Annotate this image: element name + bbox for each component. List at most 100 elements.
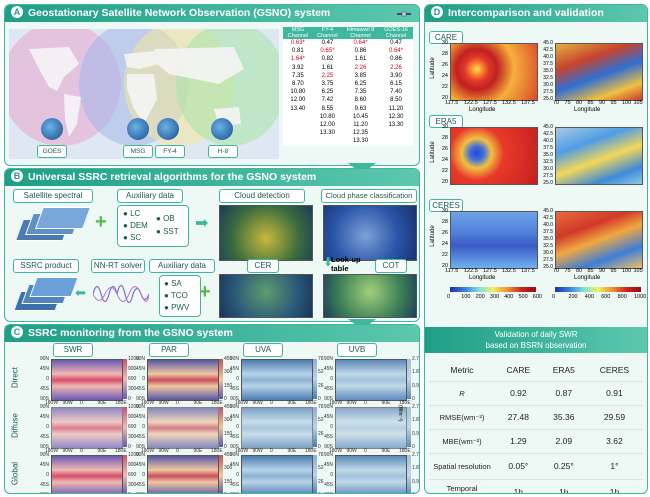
channel-cell: 0.65* — [320, 48, 335, 55]
colorbar-tick: 600 — [128, 472, 137, 478]
world-coverage-map — [9, 29, 279, 159]
label-msg: MSG — [123, 145, 153, 158]
left-y-tick: 26 — [441, 62, 448, 68]
channel-cell: 12.35 — [353, 130, 369, 137]
lat-tick: 90N — [229, 404, 239, 410]
colorbar-tick: 26 — [318, 382, 324, 389]
colorbar-tick: 1.8 — [412, 369, 419, 376]
lat-tick: 45S — [230, 482, 239, 488]
lon-tick: 90W — [62, 400, 73, 406]
lat-tick: 90N — [229, 452, 239, 458]
left-x-tick: 132.5 — [502, 100, 516, 106]
cbar-right-tick: 800 — [617, 294, 627, 300]
validation-cell: Temporal resolution — [446, 483, 479, 494]
colorbar-tick: 900 — [128, 462, 137, 468]
globe-goes — [41, 118, 63, 140]
cbar-left-tick: 400 — [504, 294, 514, 300]
colorbar-tick: 1200 — [128, 356, 140, 362]
cloud-phase-map — [323, 205, 417, 261]
cer-label: CER — [247, 259, 279, 273]
cbar-left-tick: 200 — [475, 294, 485, 300]
aux-sa: SA — [171, 279, 182, 288]
lon-tick: 180W — [45, 448, 59, 454]
aux-dem: DEM — [130, 221, 148, 230]
lat-tick: 90N — [323, 404, 333, 410]
cloud-detection-label: Cloud detection — [219, 189, 305, 203]
lon-tick: 0 — [80, 400, 83, 406]
lat-tick: 90N — [323, 452, 333, 458]
validation-cell: 29.59 — [603, 412, 626, 422]
lon-tick: 90E — [193, 448, 203, 454]
right-y-tick: 25.0 — [543, 180, 553, 186]
colorbar-tick: 0 — [224, 492, 227, 493]
lat-tick: 0 — [236, 472, 239, 478]
map-right-ceres — [555, 211, 643, 269]
lat-tick: 90S — [319, 492, 333, 493]
cot-label: COT — [375, 259, 407, 273]
lat-tick: 0 — [46, 376, 49, 382]
panel-b-title: Universal SSRC retrieval algorithms for … — [28, 171, 317, 183]
aux-pwv: PWV — [171, 303, 190, 312]
lat-tick: 90N — [39, 356, 49, 362]
right-y-tick: 40.0 — [543, 54, 553, 60]
lat-tick: 45S — [136, 482, 145, 488]
aux-box-2: ● SA ● TCO ● PWV — [159, 275, 201, 317]
table-row: 12.00 11.20 13.30 — [283, 121, 413, 129]
lat-tick: 45N — [323, 414, 333, 420]
channel-cell: 2.25 — [321, 72, 334, 79]
validation-cell: 1.29 — [510, 436, 527, 446]
lat-tick: 90N — [39, 404, 49, 410]
validation-cell: 35.36 — [553, 412, 575, 422]
col-label-uva: UVA — [243, 343, 283, 357]
lat-tick: 0 — [142, 424, 145, 430]
table-row: R 0.92 0.87 0.91 — [429, 382, 643, 406]
channel-cell — [283, 129, 313, 137]
validation-header: ERA5 — [552, 365, 575, 375]
validation-cell: 1h — [559, 487, 569, 494]
colorbar-tick: 300 — [128, 434, 137, 440]
colorbar-tick: 0 — [128, 444, 131, 450]
lon-tick: 180E — [211, 400, 223, 406]
right-y-tick: 35.0 — [543, 68, 553, 74]
channel-cell: 10.80 — [319, 113, 335, 120]
lon-tick: 90W — [346, 448, 357, 454]
lat-tick: 45N — [39, 462, 49, 468]
colorbar-tick: 600 — [128, 424, 137, 430]
ssrc-map — [147, 359, 219, 401]
right-x-tick: 90 — [599, 268, 606, 274]
channel-cell: 8.55 — [321, 105, 334, 112]
colorbar-tick: 450 — [224, 452, 233, 458]
left-y-tick: 26 — [441, 230, 448, 236]
channel-cell: 6.25 — [321, 89, 334, 96]
channel-cell: 8.70 — [292, 81, 304, 88]
colorbar-tick: 0 — [224, 444, 227, 450]
intercomparison-maps: CARE Latitude 30 28 26 24 22 20 45.0 42.5 40.0 37.5… — [425, 23, 647, 323]
lon-tick: 180E — [115, 448, 127, 454]
lon-tick: 90W — [158, 448, 169, 454]
channel-cell: 3.92 — [292, 64, 304, 71]
lon-tick: 90E — [193, 400, 203, 406]
lat-tick: 90S — [40, 396, 49, 402]
lat-tick: 90S — [136, 444, 145, 450]
lat-tick: 90N — [135, 404, 145, 410]
right-y-tick: 32.5 — [543, 243, 553, 249]
colorbar-tick: 2.7 — [412, 452, 419, 458]
lat-tick: 90S — [35, 492, 49, 493]
ssrc-map — [241, 455, 313, 493]
channel-cell: 12.00 — [290, 97, 306, 104]
lat-tick: 45N — [135, 366, 145, 372]
row-label-direct: Direct — [10, 367, 20, 388]
colorbar-left — [450, 287, 536, 292]
lat-tick: 45N — [323, 366, 333, 372]
table-row: 13.30 — [283, 137, 413, 145]
channel-cell — [313, 137, 342, 145]
colorbar-tick: 52 — [318, 417, 324, 424]
channel-cell: 7.40 — [390, 89, 402, 96]
ssrc-product-label: SSRC product — [13, 259, 79, 273]
validation-header: Metric — [450, 365, 474, 375]
lon-tick: 90E — [97, 448, 107, 454]
cer-map — [219, 274, 313, 318]
ssrc-map — [335, 455, 407, 493]
ssrc-map — [335, 359, 407, 401]
lat-tick: 45S — [324, 482, 333, 488]
